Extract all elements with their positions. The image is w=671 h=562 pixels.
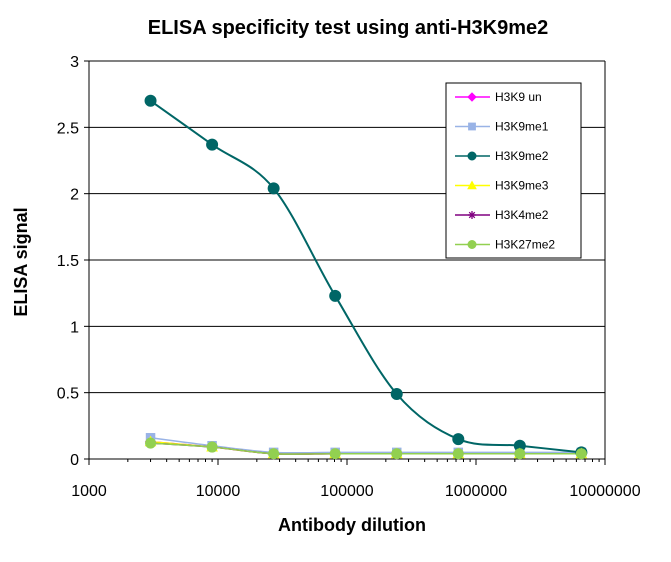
- legend-label: H3K9 un: [495, 90, 542, 104]
- data-point-5: [514, 448, 526, 460]
- legend-label: H3K9me2: [495, 149, 549, 163]
- legend-label: H3K9me1: [495, 120, 549, 134]
- x-tick-label: 10000: [196, 483, 241, 500]
- x-axis-label: Antibody dilution: [278, 515, 426, 535]
- x-tick-label: 10000000: [569, 483, 640, 500]
- y-tick-label: 0.5: [57, 386, 79, 403]
- data-point-2: [267, 182, 280, 195]
- legend-marker: [467, 92, 477, 102]
- gridlines: [89, 60, 605, 394]
- data-point-5: [391, 448, 403, 460]
- legend: H3K9 un H3K9me1 H3K9me2 H3K9me3 H3K4me2 H3K27…: [445, 82, 582, 259]
- legend-label: H3K27me2: [495, 238, 555, 252]
- legend-box: [445, 82, 582, 259]
- legend-marker: [467, 180, 477, 190]
- legend-marker: [467, 151, 477, 161]
- y-tick-label: 1: [70, 319, 79, 336]
- data-point-5: [329, 448, 341, 460]
- legend-marker: [468, 122, 476, 131]
- x-tick-label: 1000000: [445, 483, 507, 500]
- data-point-2: [390, 387, 403, 400]
- data-point-2: [144, 94, 157, 107]
- data-point-5: [268, 448, 280, 460]
- data-point-5: [575, 448, 587, 460]
- y-axis-label: ELISA signal: [11, 207, 31, 316]
- y-tick-label: 2: [70, 187, 79, 204]
- y-tick-label: 2.5: [57, 120, 79, 137]
- series-markers: [144, 94, 588, 460]
- y-tick-label: 1.5: [57, 253, 79, 270]
- legend-marker-stroke: [468, 211, 476, 219]
- data-point-2: [329, 289, 342, 302]
- data-point-5: [206, 441, 218, 453]
- legend-marker: [467, 240, 477, 249]
- legend-marker: [468, 211, 476, 219]
- x-tick-label: 100000: [320, 483, 373, 500]
- data-point-2: [206, 138, 219, 151]
- y-tick-label: 0: [70, 452, 79, 469]
- y-tick-label: 3: [70, 54, 79, 71]
- x-tick-label: 1000: [71, 483, 107, 500]
- data-point-5: [452, 448, 464, 460]
- data-point-2: [452, 433, 465, 446]
- y-ticks: 0 0.5 1 1.5 2 2.5 3: [57, 54, 89, 469]
- chart-title: ELISA specificity test using anti-H3K9me…: [148, 17, 548, 39]
- data-point-5: [145, 437, 157, 449]
- series-line-2: [149, 99, 582, 454]
- legend-label: H3K4me2: [495, 208, 549, 222]
- legend-label: H3K9me3: [495, 179, 549, 193]
- x-ticks: 1000 10000 100000 1000000 10000000: [71, 459, 641, 500]
